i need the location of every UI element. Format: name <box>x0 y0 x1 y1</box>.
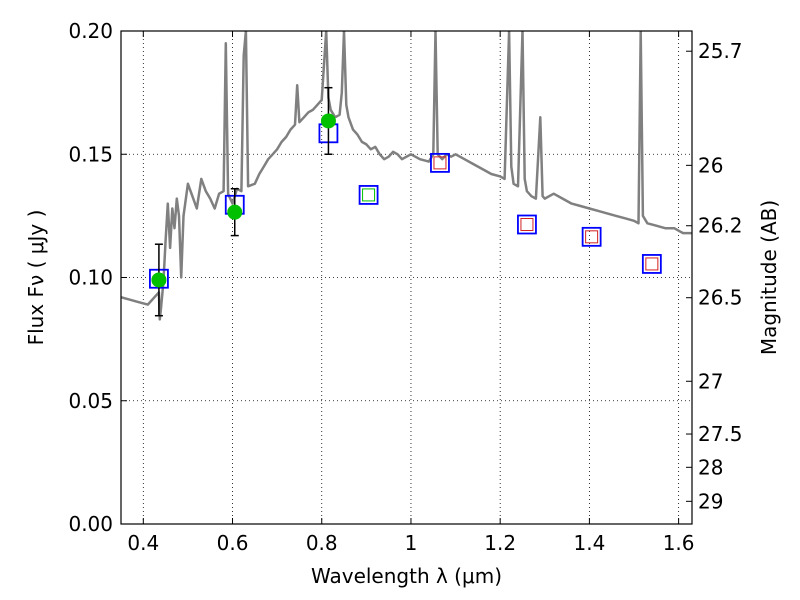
x-axis-label: Wavelength λ (μm) <box>311 564 502 588</box>
x-tick-label: 1.2 <box>484 531 516 555</box>
model-point-inner <box>585 230 599 244</box>
axis-labels: 0.4 0.6 0.8 1 1.2 1.4 1.6 0.00 0.05 0.10 0.15 0.20 2… <box>24 19 781 588</box>
y-tick-label: 0.10 <box>68 266 113 290</box>
axis-ticks <box>121 30 692 525</box>
model-point <box>517 214 537 235</box>
x-tick-label: 0.6 <box>217 531 249 555</box>
model-point <box>581 226 602 247</box>
y2-tick-label: 29 <box>698 489 723 513</box>
model-point-inner <box>362 188 376 202</box>
y2-tick-label: 27.5 <box>698 422 743 446</box>
x-tick-label: 1.6 <box>663 531 695 555</box>
y2-axis-label: Magnitude (AB) <box>757 200 781 355</box>
model-point-inner <box>433 156 447 170</box>
plot-frame <box>120 30 693 525</box>
spectrum-line <box>121 31 692 321</box>
y2-tick-label: 25.7 <box>698 39 743 63</box>
y-axis-label: Flux Fν ( μJy ) <box>24 210 48 346</box>
observed-point <box>151 272 167 288</box>
y-tick-label: 0.00 <box>68 512 113 536</box>
y2-tick-label: 26.5 <box>698 286 743 310</box>
y2-tick-label: 26 <box>698 153 723 177</box>
x-tick-label: 0.8 <box>306 531 338 555</box>
y2-tick-label: 28 <box>698 455 723 479</box>
y-tick-label: 0.20 <box>68 19 113 43</box>
x-tick-label: 1 <box>405 531 418 555</box>
x-tick-label: 1.4 <box>573 531 605 555</box>
observed-series <box>151 86 336 317</box>
y-tick-label: 0.05 <box>68 389 113 413</box>
y2-tick-label: 26.2 <box>698 214 743 238</box>
x-tick-label: 0.4 <box>127 531 159 555</box>
model-point <box>358 185 379 205</box>
model-point <box>641 254 662 274</box>
y-tick-label: 0.15 <box>68 142 113 166</box>
model-point-inner <box>645 257 659 271</box>
model-point-inner <box>520 218 534 232</box>
grid <box>121 31 692 524</box>
spectrum-series <box>121 31 692 321</box>
observed-point <box>320 113 336 129</box>
model-point <box>430 152 450 173</box>
observed-point <box>227 204 243 220</box>
y2-tick-label: 27 <box>698 369 723 393</box>
